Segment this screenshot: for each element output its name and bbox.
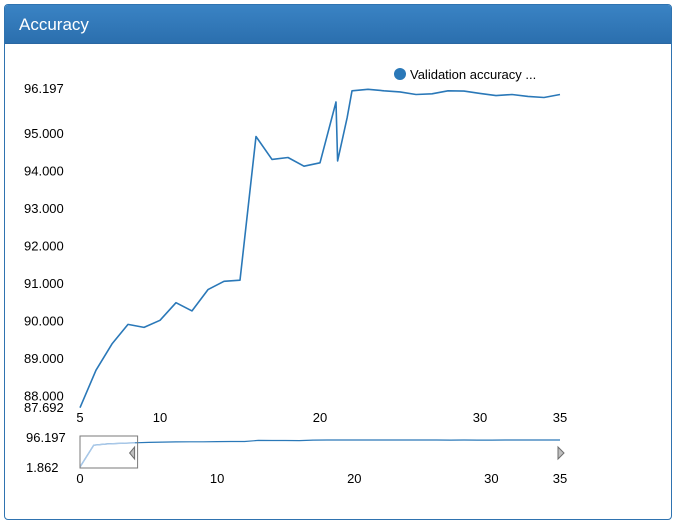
navigator-y-tick-label: 96.197 bbox=[26, 430, 66, 445]
y-tick-label: 96.197 bbox=[24, 81, 64, 96]
x-tick-label: 35 bbox=[553, 410, 567, 425]
navigator-series-line bbox=[79, 439, 560, 468]
navigator-right-handle[interactable] bbox=[557, 445, 565, 461]
x-tick-label: 10 bbox=[153, 410, 167, 425]
navigator-selected-line bbox=[79, 442, 135, 468]
navigator-selection-window[interactable] bbox=[79, 435, 139, 469]
y-tick-label: 93.000 bbox=[24, 201, 64, 216]
panel-header: Accuracy bbox=[5, 5, 671, 44]
navigator-y-axis: 96.197 1.862 bbox=[26, 430, 66, 475]
y-tick-label: 92.000 bbox=[24, 238, 64, 253]
y-tick-label: 88.000 bbox=[24, 388, 64, 403]
series-line-validation-accuracy bbox=[79, 88, 561, 409]
navigator-x-tick-label: 30 bbox=[484, 471, 498, 486]
x-tick-label: 20 bbox=[313, 410, 327, 425]
y-tick-label: 89.000 bbox=[24, 351, 64, 366]
navigator-x-tick-label: 20 bbox=[347, 471, 361, 486]
legend-marker bbox=[394, 68, 406, 80]
legend[interactable]: Validation accuracy ... bbox=[394, 67, 536, 82]
navigator[interactable]: 96.197 1.862 0 10 20 30 35 bbox=[26, 430, 567, 486]
y-tick-label: 87.692 bbox=[24, 400, 64, 415]
y-tick-label: 94.000 bbox=[24, 163, 64, 178]
navigator-x-tick-label: 0 bbox=[76, 471, 83, 486]
navigator-left-handle[interactable] bbox=[128, 445, 136, 461]
navigator-x-tick-label: 10 bbox=[210, 471, 224, 486]
main-x-axis: 5 10 20 30 35 bbox=[76, 410, 567, 425]
panel-title: Accuracy bbox=[19, 15, 89, 34]
legend-entry[interactable]: Validation accuracy ... bbox=[410, 67, 536, 82]
x-tick-label: 5 bbox=[76, 410, 83, 425]
navigator-x-axis: 0 10 20 30 35 bbox=[76, 471, 567, 486]
y-tick-label: 90.000 bbox=[24, 313, 64, 328]
navigator-x-tick-label: 35 bbox=[553, 471, 567, 486]
x-tick-label: 30 bbox=[473, 410, 487, 425]
y-tick-label: 91.000 bbox=[24, 276, 64, 291]
navigator-y-tick-label: 1.862 bbox=[26, 460, 59, 475]
y-tick-label: 95.000 bbox=[24, 126, 64, 141]
accuracy-panel: Accuracy bbox=[4, 4, 672, 520]
